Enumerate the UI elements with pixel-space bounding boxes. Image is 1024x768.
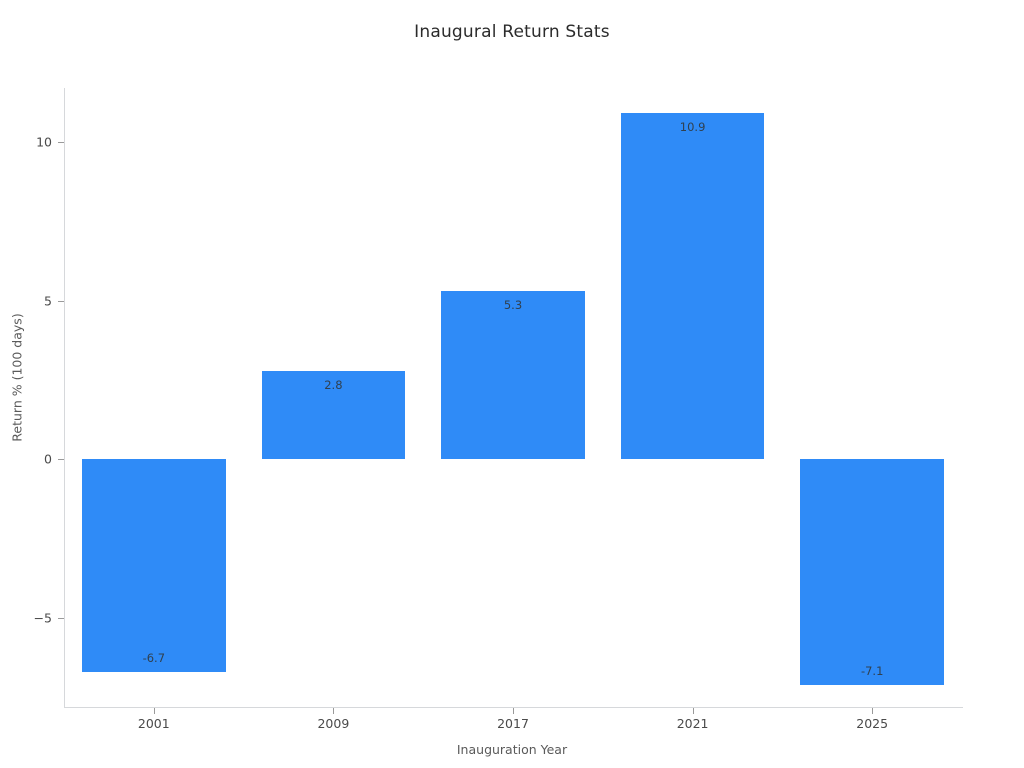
x-tick-label: 2009 — [317, 716, 350, 731]
bar-value-label: 2.8 — [324, 377, 343, 392]
x-tick-label: 2017 — [497, 716, 529, 731]
bar-value-label: 10.9 — [679, 120, 706, 135]
x-axis-title: Inauguration Year — [456, 742, 568, 757]
bar[interactable] — [620, 113, 765, 460]
plot-area: -6.7 2.8 5.3 10.9 -7.1 — [64, 88, 962, 707]
y-tick-label: 10 — [36, 134, 52, 150]
y-tick-mark — [58, 618, 64, 620]
x-tick-mark — [333, 708, 335, 714]
y-axis-spine — [64, 88, 65, 708]
bar-value-label: -7.1 — [860, 663, 884, 678]
y-axis-title: Return % (100 days) — [9, 313, 25, 442]
x-tick-label: 2021 — [676, 716, 709, 731]
bar-value-label: -6.7 — [142, 651, 166, 666]
bar[interactable] — [800, 459, 945, 685]
x-tick-mark — [513, 708, 514, 714]
x-tick-label: 2001 — [137, 716, 170, 731]
bar[interactable] — [441, 291, 585, 460]
x-tick-label: 2025 — [856, 716, 889, 731]
y-tick-mark — [58, 459, 64, 461]
x-tick-mark — [153, 708, 155, 714]
y-tick-mark — [58, 300, 64, 302]
y-tick-mark — [58, 141, 64, 143]
y-tick-label: 5 — [44, 293, 52, 309]
bar[interactable] — [261, 370, 406, 460]
bar-value-label: 5.3 — [503, 298, 523, 313]
x-axis-spine — [64, 707, 963, 708]
chart-title: Inaugural Return Stats — [414, 22, 610, 42]
x-tick-mark — [872, 708, 874, 714]
x-tick-mark — [692, 708, 694, 714]
y-tick-label: 0 — [44, 451, 52, 467]
bar[interactable] — [81, 459, 226, 673]
y-tick-label: −5 — [33, 610, 52, 626]
